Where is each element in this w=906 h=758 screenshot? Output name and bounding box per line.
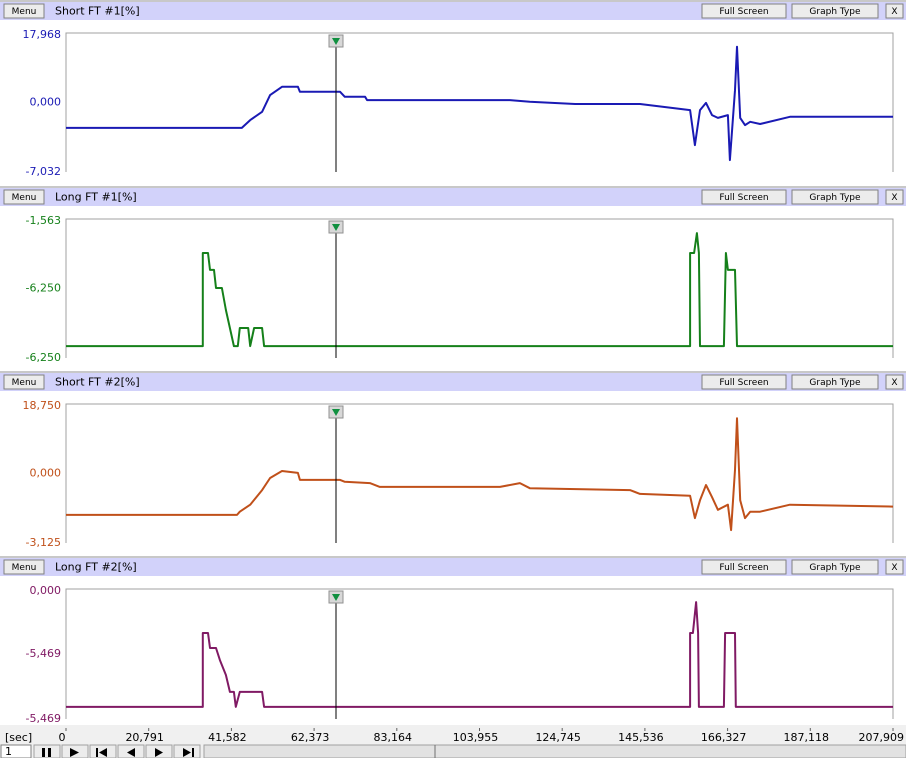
- panel-title: Long FT #2[%]: [55, 561, 137, 574]
- panel-title: Long FT #1[%]: [55, 191, 137, 204]
- menu-button[interactable]: [3, 3, 45, 19]
- x-tick-label: 20,791: [125, 731, 164, 744]
- plot-frame: [65, 588, 894, 719]
- x-tick-label: 62,373: [291, 731, 330, 744]
- y-axis-label: -3,125: [26, 536, 61, 549]
- x-axis-bar: [0, 728, 906, 744]
- close-button[interactable]: [885, 3, 904, 19]
- close-button-label[interactable]: X: [891, 563, 897, 573]
- close-button[interactable]: [885, 559, 904, 575]
- graph-type-button[interactable]: [791, 189, 879, 205]
- plot-frame: [65, 32, 894, 172]
- y-axis-label: -6,250: [26, 351, 61, 364]
- x-tick-label: 83,164: [374, 731, 413, 744]
- y-axis-label: 18,750: [23, 399, 62, 412]
- x-tick-label: 124,745: [535, 731, 581, 744]
- panel-background: [0, 558, 906, 725]
- playback-icon: [155, 748, 163, 757]
- full-screen-button-label[interactable]: Full Screen: [719, 193, 768, 203]
- cursor-arrow: [332, 409, 340, 416]
- graph-type-button-label[interactable]: Graph Type: [809, 563, 861, 573]
- panel-title: Short FT #2[%]: [55, 376, 140, 389]
- panel-header: [0, 188, 906, 206]
- y-axis-label: -5,469: [26, 712, 61, 725]
- x-tick-label: 187,118: [784, 731, 830, 744]
- cursor-arrow: [332, 594, 340, 601]
- close-button-label[interactable]: X: [891, 7, 897, 17]
- y-axis-label: -7,032: [26, 165, 61, 178]
- trace-line: [66, 45, 893, 162]
- full-screen-button[interactable]: [701, 559, 787, 575]
- y-axis-label: -1,563: [26, 214, 61, 227]
- panel-header: [0, 373, 906, 391]
- panel-background: [0, 373, 906, 556]
- menu-button[interactable]: [3, 559, 45, 575]
- graph-type-button[interactable]: [791, 374, 879, 390]
- x-tick-label: 207,909: [859, 731, 905, 744]
- playback-icon: [127, 748, 135, 757]
- x-tick-label: 145,536: [618, 731, 664, 744]
- trace-line: [66, 232, 893, 348]
- menu-button-label[interactable]: Menu: [12, 378, 37, 388]
- x-axis-unit: [sec]: [5, 731, 32, 744]
- playback-icon: [183, 748, 194, 757]
- full-screen-button-label[interactable]: Full Screen: [719, 378, 768, 388]
- panel-header: [0, 2, 906, 20]
- full-screen-button[interactable]: [701, 3, 787, 19]
- close-button-label[interactable]: X: [891, 378, 897, 388]
- graph-type-button-label[interactable]: Graph Type: [809, 378, 861, 388]
- panel-title: Short FT #1[%]: [55, 5, 140, 18]
- frame-spinner[interactable]: [0, 744, 32, 758]
- x-tick-label: 166,327: [701, 731, 747, 744]
- menu-button-label[interactable]: Menu: [12, 563, 37, 573]
- x-tick-label: 41,582: [208, 731, 247, 744]
- y-axis-label: -5,469: [26, 647, 61, 660]
- menu-button-label[interactable]: Menu: [12, 193, 37, 203]
- x-tick-label: 0: [59, 731, 66, 744]
- menu-button[interactable]: [3, 189, 45, 205]
- close-button[interactable]: [885, 189, 904, 205]
- full-screen-button[interactable]: [701, 374, 787, 390]
- y-axis-label: -6,250: [26, 282, 61, 295]
- close-button[interactable]: [885, 374, 904, 390]
- y-axis-label: 17,968: [23, 28, 62, 41]
- frame-spinner-value[interactable]: 1: [5, 745, 12, 758]
- menu-button[interactable]: [3, 374, 45, 390]
- graph-type-button[interactable]: [791, 3, 879, 19]
- graph-type-button[interactable]: [791, 559, 879, 575]
- menu-button-label[interactable]: Menu: [12, 7, 37, 17]
- full-screen-button-label[interactable]: Full Screen: [719, 7, 768, 17]
- panel-background: [0, 188, 906, 371]
- playback-button[interactable]: [33, 744, 61, 758]
- panel-header: [0, 558, 906, 576]
- x-tick-label: 103,955: [453, 731, 499, 744]
- playback-icon: [96, 748, 107, 757]
- graph-type-button-label[interactable]: Graph Type: [809, 7, 861, 17]
- y-axis-label: 0,000: [30, 467, 62, 480]
- panel-background: [0, 2, 906, 186]
- close-button-label[interactable]: X: [891, 193, 897, 203]
- y-axis-label: 0,000: [30, 584, 62, 597]
- full-screen-button-label[interactable]: Full Screen: [719, 563, 768, 573]
- plot-frame: [65, 218, 894, 358]
- playback-icon: [70, 748, 79, 757]
- scrollbar-track[interactable]: [203, 744, 906, 758]
- trace-line: [66, 601, 893, 708]
- trace-line: [66, 417, 894, 532]
- full-screen-button[interactable]: [701, 189, 787, 205]
- y-axis-label: 0,000: [30, 96, 62, 109]
- graph-type-button-label[interactable]: Graph Type: [809, 193, 861, 203]
- cursor-arrow: [332, 38, 340, 45]
- plot-frame: [65, 403, 894, 543]
- cursor-arrow: [332, 224, 340, 231]
- playback-icon: [42, 748, 51, 757]
